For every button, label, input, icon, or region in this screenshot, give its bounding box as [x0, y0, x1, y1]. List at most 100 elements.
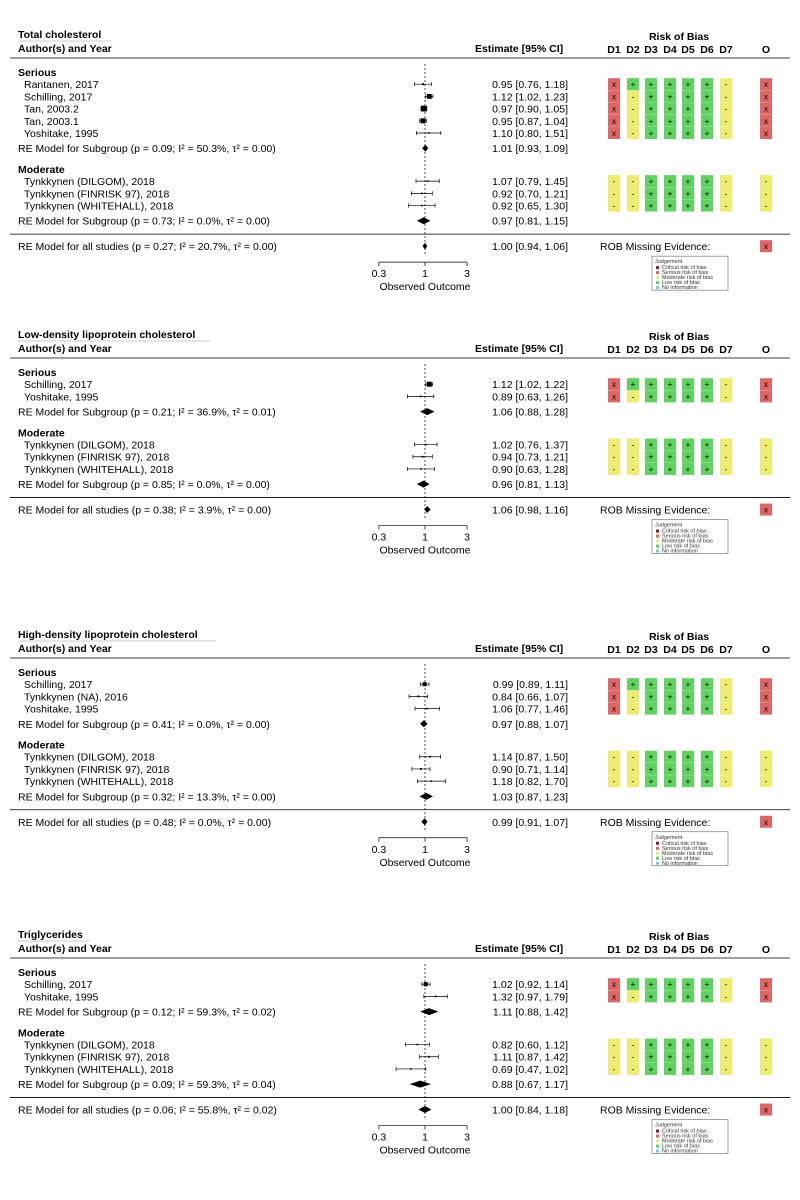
rob-d6-symbol: + [705, 705, 710, 714]
rob-d4 [664, 990, 676, 1003]
rob-d4-symbol: + [668, 1041, 673, 1050]
rob-d3-symbol: + [649, 189, 654, 198]
rob-d7-symbol: - [725, 680, 728, 689]
legend-swatch [656, 846, 659, 850]
summary-diamond [416, 480, 430, 488]
estimate-ci: 0.90 [0.71, 1.14] [492, 764, 568, 776]
rob-d6 [701, 127, 713, 139]
rob-d5 [682, 1038, 694, 1051]
study-label: Tynkkynen (FINRISK 97), 2018 [24, 1052, 169, 1064]
rob-d4 [664, 187, 676, 200]
rob-d7 [720, 438, 732, 451]
rob-d5 [682, 450, 694, 463]
summary-estimate: 0.96 [0.81, 1.13] [492, 479, 568, 491]
group-heading: Serious [18, 367, 57, 379]
rob-d6-symbol: + [705, 189, 710, 198]
rob-d1-symbol: - [613, 1065, 616, 1074]
domain-header-d2: D2 [626, 944, 640, 956]
rob-d4 [664, 390, 676, 403]
domain-header-d3: D3 [644, 644, 658, 656]
rob-d1 [608, 762, 620, 775]
rob-d3 [645, 378, 657, 391]
study-label: Tan, 2003.2 [24, 104, 79, 116]
judgement-legend [651, 831, 729, 867]
point-estimate [420, 192, 423, 195]
rob-d5 [682, 199, 694, 212]
rob-d5-symbol: + [686, 129, 691, 138]
summary-label: RE Model for all studies (p = 0.38; I² =… [18, 505, 271, 517]
rob-overall-symbol: x [764, 105, 768, 114]
rob-d1-symbol: - [613, 765, 616, 774]
legend-swatch [656, 286, 659, 290]
rob-d7 [720, 378, 732, 391]
rob-d5-symbol: + [686, 202, 691, 211]
summary-estimate: 1.06 [0.98, 1.16] [492, 505, 568, 517]
domain-header-d5: D5 [681, 344, 695, 356]
rob-overall [760, 702, 772, 715]
summary-label: RE Model for Subgroup (p = 0.32; I² = 13… [18, 791, 276, 803]
rob-d5 [682, 175, 694, 188]
summary-diamond [424, 506, 431, 514]
rob-d5-symbol: + [686, 1041, 691, 1050]
rob-d7-symbol: - [725, 380, 728, 389]
rob-d3-symbol: + [649, 92, 654, 101]
estimate-ci: 1.11 [0.87, 1.42] [493, 1052, 568, 1064]
column-header-author: Author(s) and Year [18, 643, 112, 655]
x-tick-label: 1 [422, 844, 428, 856]
rob-d7-symbol: - [725, 777, 728, 786]
rob-d3-symbol: + [649, 80, 654, 89]
rob-d2-symbol: - [632, 117, 635, 126]
rob-d5-symbol: + [686, 680, 691, 689]
rob-d7-symbol: - [725, 980, 728, 989]
rob-d6-symbol: + [705, 1065, 710, 1074]
rob-d2-symbol: - [632, 465, 635, 474]
rob-d2-symbol: + [631, 380, 636, 389]
rob-d2 [627, 450, 639, 463]
estimate-ci: 1.12 [1.02, 1.23] [492, 91, 568, 103]
rob-d2 [627, 678, 639, 691]
rob-d4-symbol: + [668, 92, 673, 101]
rob-d5-symbol: + [686, 992, 691, 1001]
rob-overall [760, 378, 772, 391]
rob-overall-symbol: x [764, 680, 768, 689]
rob-d7-symbol: - [725, 992, 728, 1001]
legend-item: Moderate risk of bias [662, 275, 713, 281]
rob-d3 [645, 175, 657, 188]
rob-d4 [664, 775, 676, 788]
summary-diamond [421, 818, 428, 826]
rob-d3 [645, 438, 657, 451]
legend-item: Serious risk of bias [662, 1134, 709, 1140]
group-heading: Moderate [18, 427, 65, 439]
rob-d1 [608, 438, 620, 451]
legend-item: Critical risk of bias [662, 265, 707, 271]
rob-missing-label: ROB Missing Evidence: [600, 1105, 710, 1117]
rob-d5 [682, 762, 694, 775]
domain-header-d2: D2 [626, 344, 640, 356]
rob-d5 [682, 187, 694, 200]
rob-d2 [627, 1038, 639, 1051]
rob-d3 [645, 690, 657, 703]
domain-header-d6: D6 [700, 944, 714, 956]
rob-d5 [682, 438, 694, 451]
rob-d7-symbol: - [725, 202, 728, 211]
rob-overall [760, 690, 772, 703]
rob-d6-symbol: + [705, 80, 710, 89]
rob-d6 [701, 702, 713, 715]
rob-d7 [720, 678, 732, 691]
rob-d6 [701, 775, 713, 788]
rob-d2 [627, 175, 639, 188]
legend-item: Low risk of bias [662, 856, 700, 862]
rob-d6-symbol: + [705, 1041, 710, 1050]
judgement-legend [651, 1119, 729, 1154]
rob-d2 [627, 1050, 639, 1063]
estimate-ci: 1.32 [0.97, 1.79] [492, 991, 568, 1003]
summary-estimate: 1.11 [0.88, 1.42] [493, 1007, 568, 1019]
rob-d6-symbol: + [705, 753, 710, 762]
rob-overall-symbol: - [765, 453, 768, 462]
domain-header-d7: D7 [719, 644, 733, 656]
rob-d2-symbol: - [632, 692, 635, 701]
rob-d3-symbol: + [649, 117, 654, 126]
rob-d4-symbol: + [668, 680, 673, 689]
rob-d1-symbol: x [612, 692, 616, 701]
rob-d4-symbol: + [668, 765, 673, 774]
